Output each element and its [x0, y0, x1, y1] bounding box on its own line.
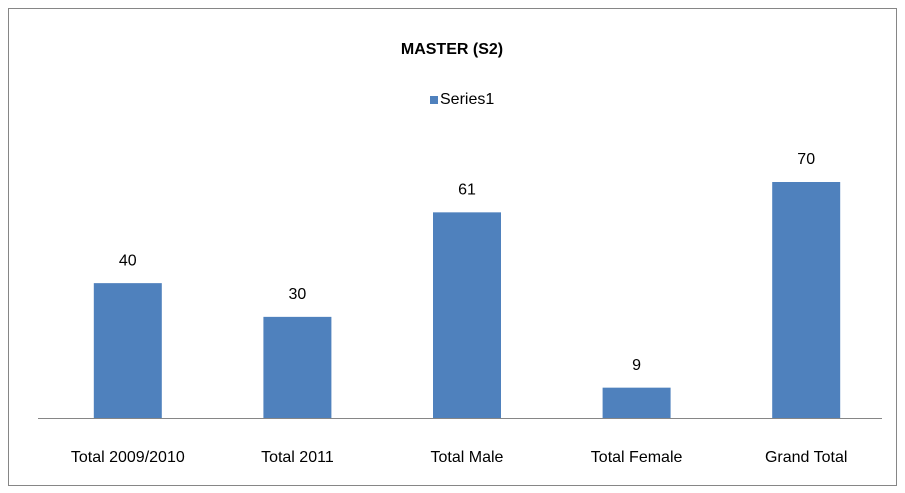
data-label: 70 — [797, 151, 815, 168]
bar — [263, 316, 332, 418]
legend-label: Series1 — [440, 91, 494, 108]
legend-swatch — [430, 96, 438, 104]
bar — [602, 387, 671, 418]
bar — [772, 182, 841, 418]
bar — [433, 212, 501, 418]
x-tick-label: Total 2009/2010 — [71, 449, 185, 466]
x-tick-label: Total 2011 — [261, 449, 334, 466]
data-label: 40 — [119, 252, 137, 269]
chart-title: MASTER (S2) — [401, 41, 503, 58]
x-tick-label: Total Male — [431, 449, 504, 466]
bar — [93, 283, 162, 418]
data-label: 9 — [632, 357, 641, 374]
data-label: 30 — [289, 286, 307, 303]
data-label: 61 — [458, 182, 476, 199]
x-tick-label: Total Female — [591, 449, 683, 466]
x-tick-label: Grand Total — [765, 449, 847, 466]
